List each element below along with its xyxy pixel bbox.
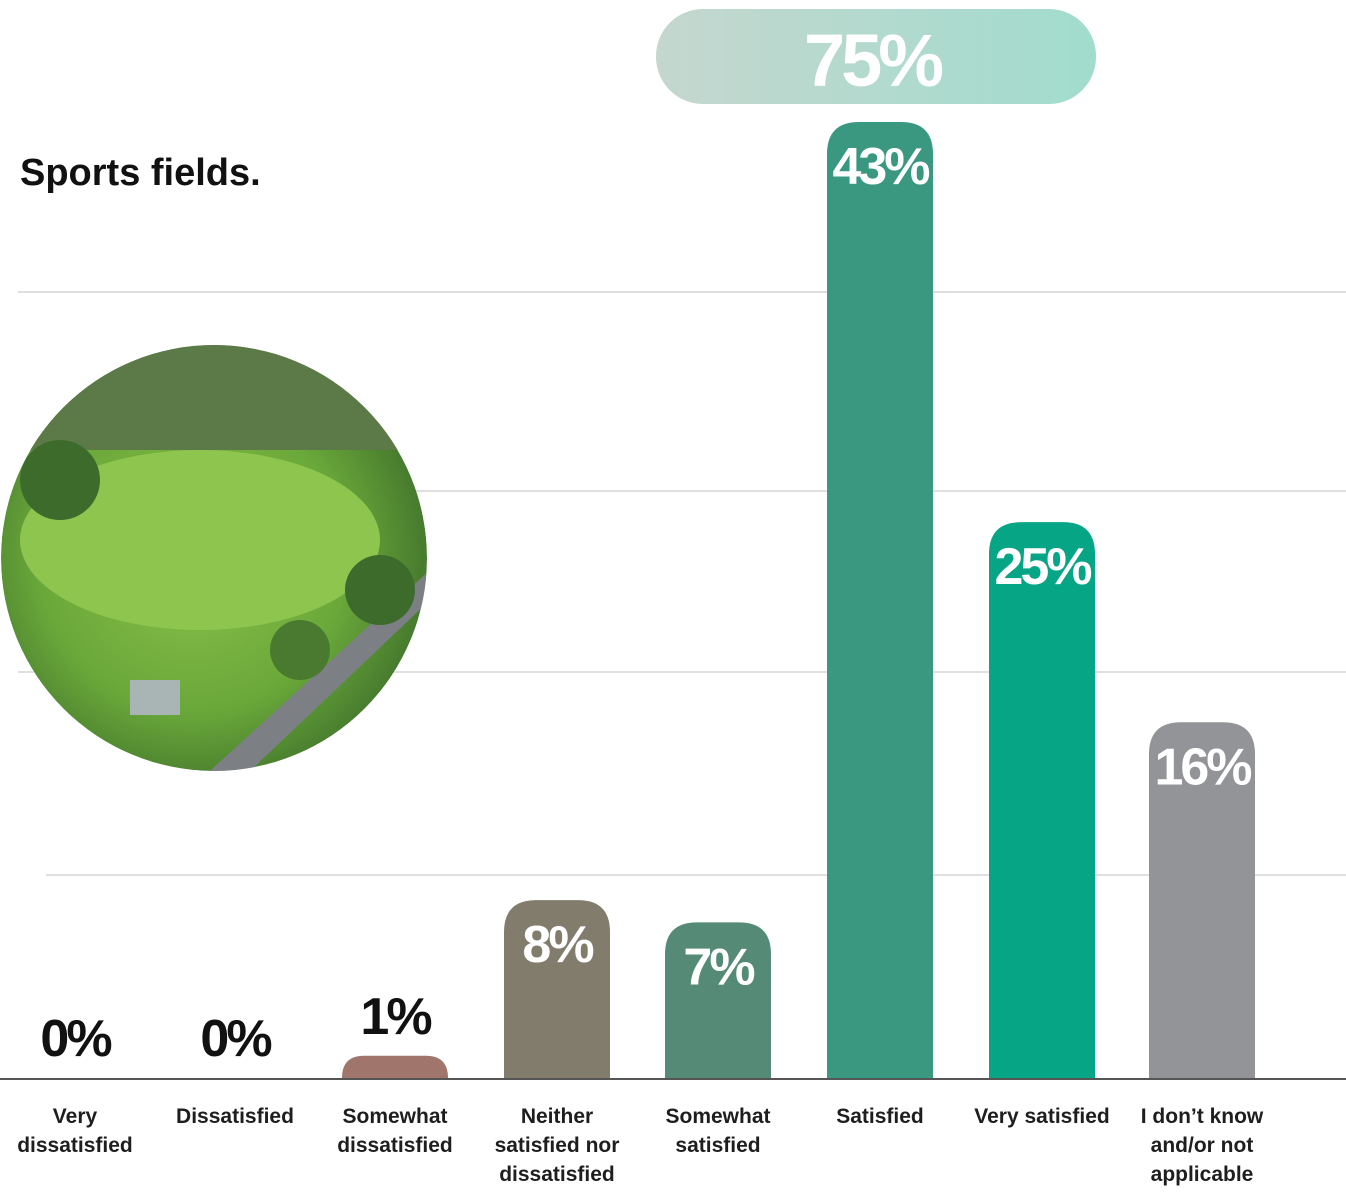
- x-tick-label: Somewhat dissatisfied: [337, 1105, 453, 1157]
- value-label: 0%: [40, 1010, 111, 1068]
- x-tick-label: Very dissatisfied: [17, 1105, 133, 1157]
- bar: [1149, 722, 1255, 1078]
- x-tick-label: I don’t know and/or not applicable: [1140, 1105, 1264, 1186]
- bar: [827, 122, 933, 1078]
- value-label: 43%: [832, 138, 929, 196]
- x-tick-label: Satisfied: [836, 1105, 924, 1128]
- bar: [989, 522, 1095, 1078]
- value-label: 0%: [200, 1010, 271, 1068]
- bar: [665, 922, 771, 1078]
- x-tick-label: Somewhat satisfied: [665, 1105, 771, 1157]
- value-label: 25%: [994, 538, 1091, 596]
- x-tick-label: Very satisfied: [974, 1105, 1110, 1128]
- x-tick-label: Neither satisfied nor dissatisfied: [494, 1105, 620, 1186]
- bar: [342, 1055, 448, 1078]
- x-tick-label: Dissatisfied: [176, 1105, 294, 1128]
- total-pill: [656, 9, 1096, 104]
- total-label: 75%: [804, 19, 942, 102]
- value-label: 7%: [683, 938, 754, 996]
- bars: 0% 0% 1% 8% 7% 43% 25% 16%: [40, 122, 1255, 1078]
- bar: [504, 900, 610, 1078]
- value-label: 1%: [360, 988, 431, 1046]
- value-label: 8%: [522, 916, 593, 974]
- value-label: 16%: [1154, 738, 1251, 796]
- chart-title: Sports fields.: [20, 152, 261, 194]
- photo: [1, 345, 427, 771]
